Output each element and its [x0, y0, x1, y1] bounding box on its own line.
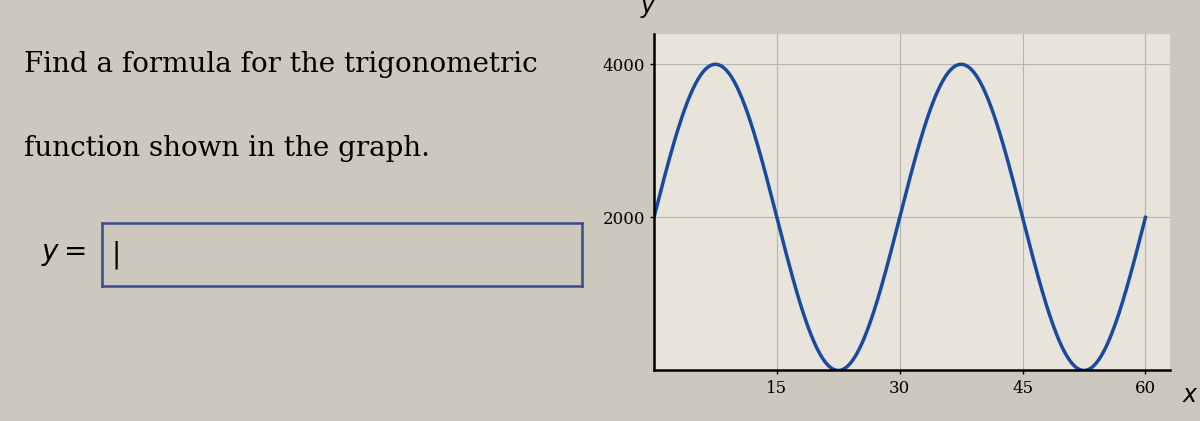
Text: Find a formula for the trigonometric: Find a formula for the trigonometric	[24, 51, 538, 77]
Text: $y$: $y$	[641, 0, 658, 20]
Text: $x$: $x$	[1182, 384, 1199, 407]
Text: function shown in the graph.: function shown in the graph.	[24, 135, 430, 162]
Text: $y=$: $y=$	[41, 241, 85, 268]
Text: |: |	[112, 240, 121, 269]
